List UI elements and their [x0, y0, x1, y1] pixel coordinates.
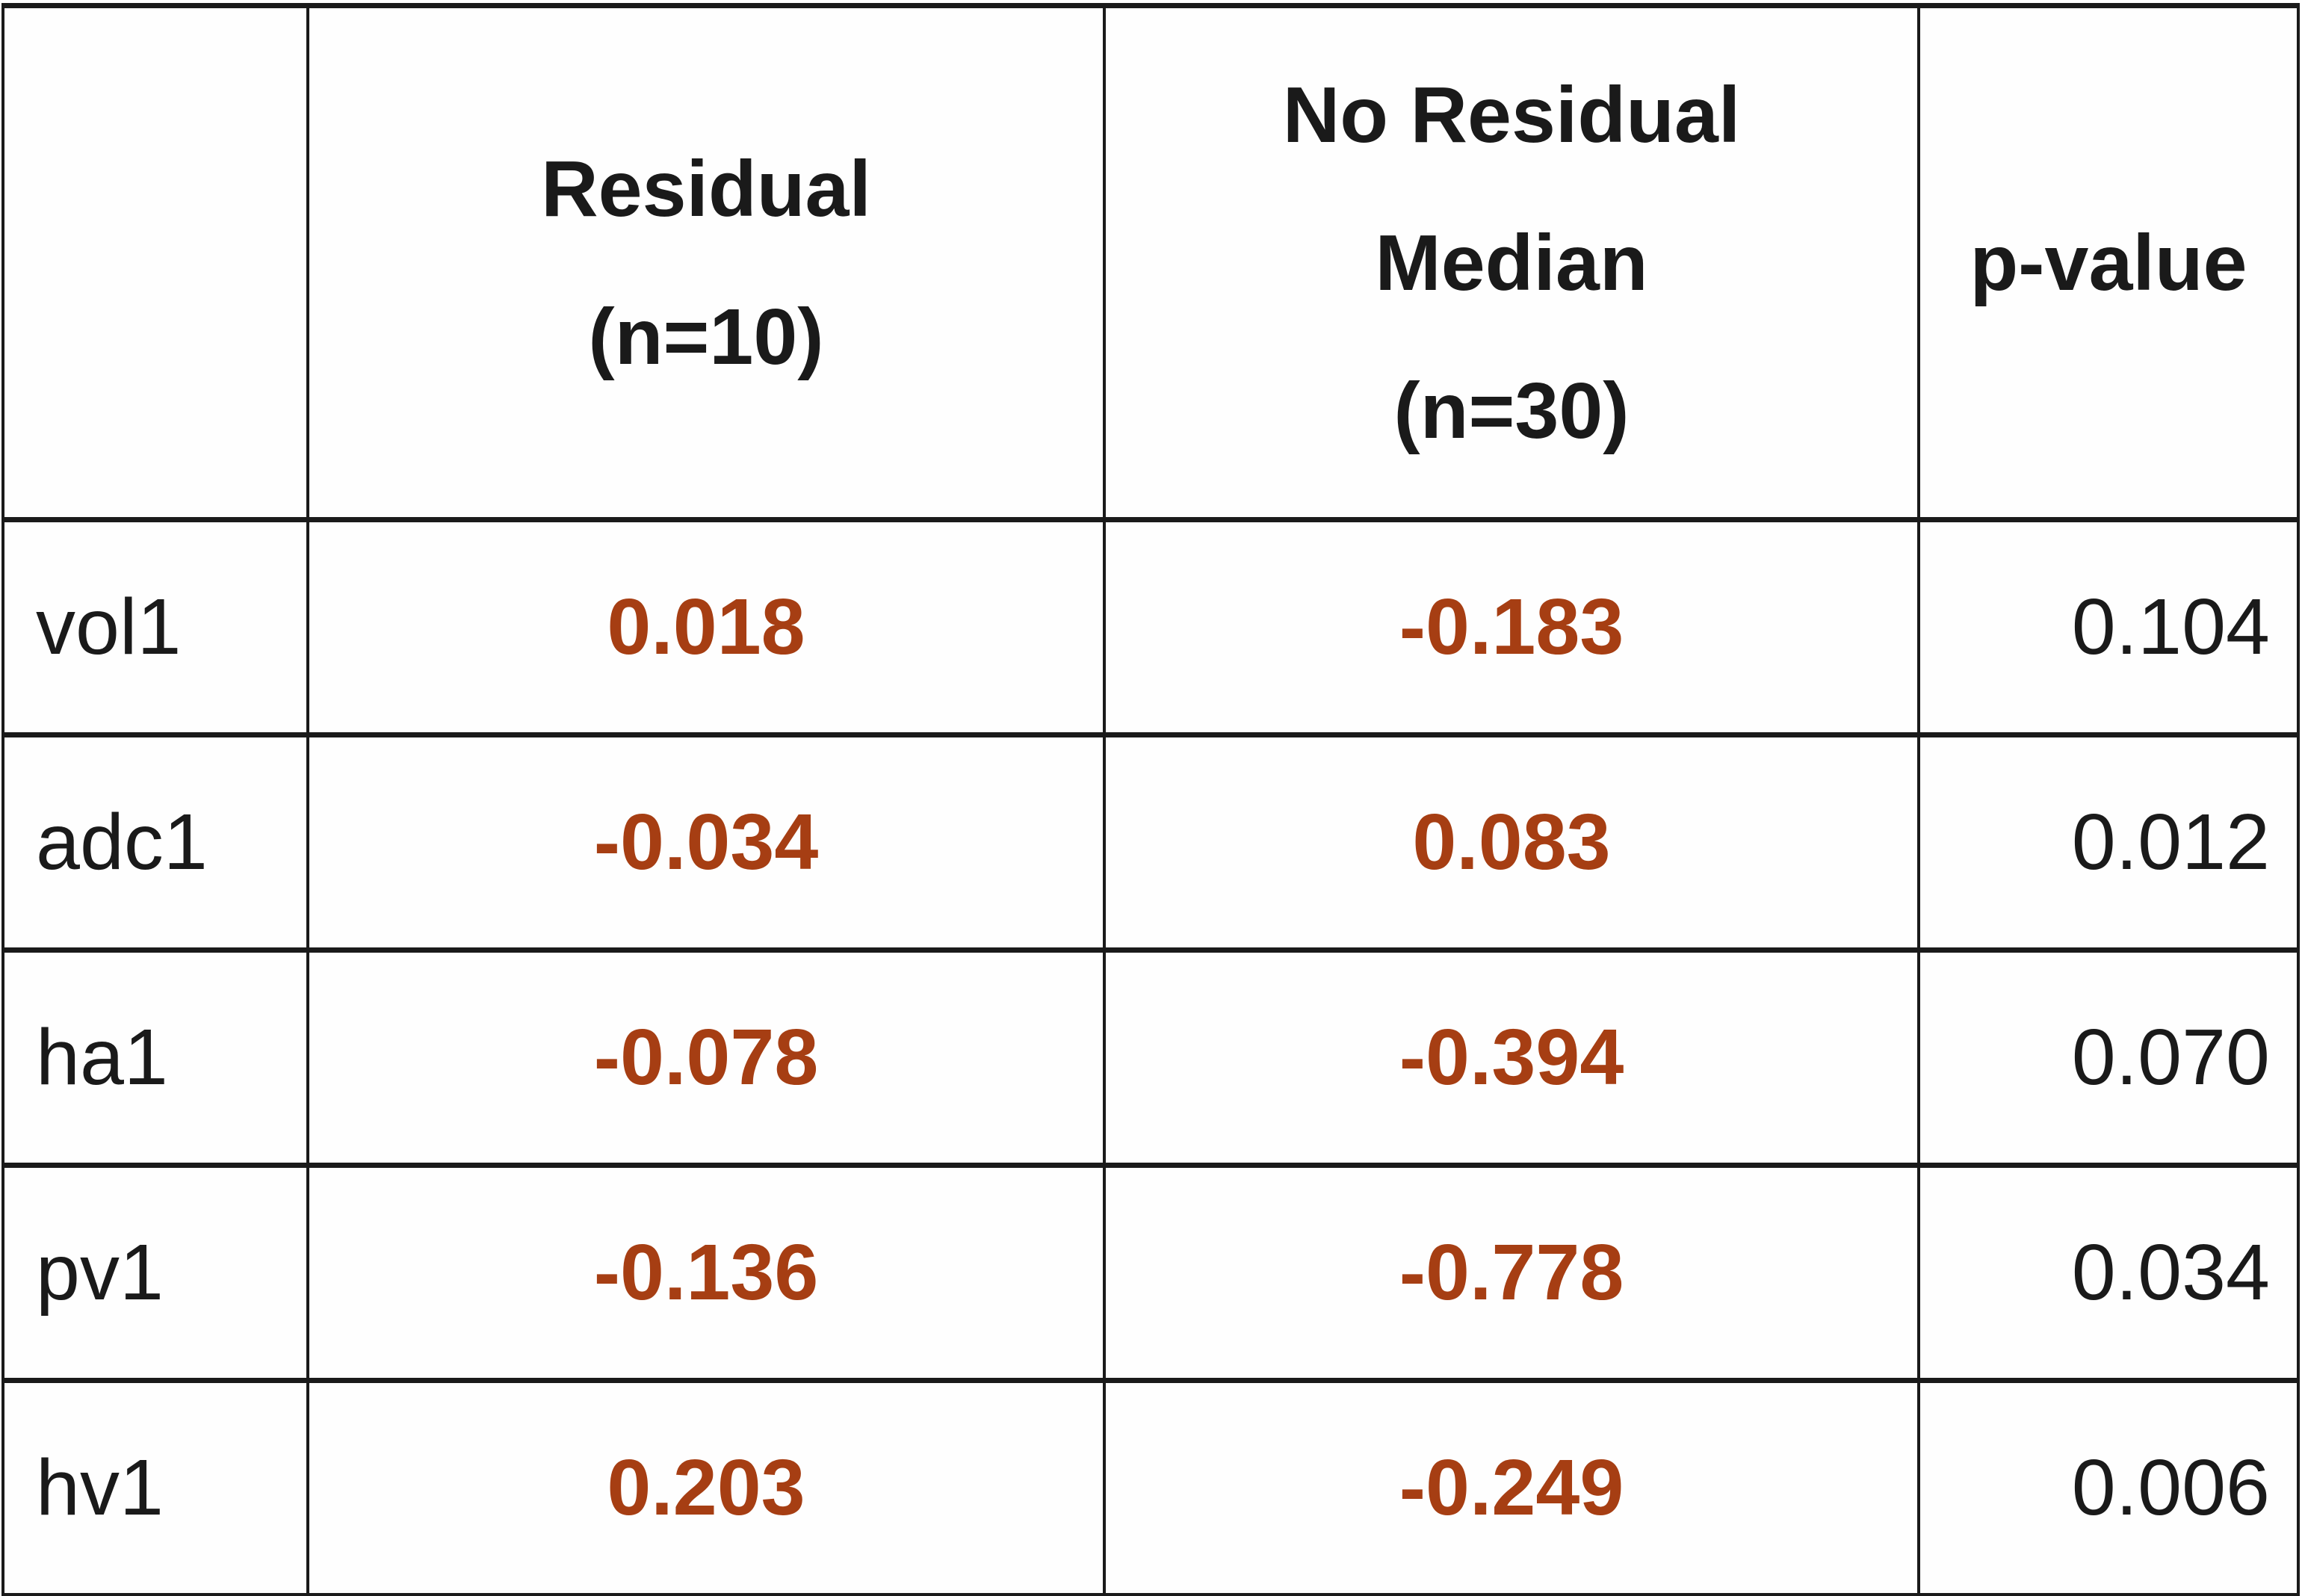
residual-value: 0.018	[306, 517, 1106, 737]
no-residual-value: -0.778	[1103, 1163, 1920, 1383]
table-row-adc1: adc1 -0.034 0.083 0.012	[1, 732, 2300, 953]
no-residual-value: 0.083	[1103, 732, 1920, 953]
table-row-hv1: hv1 0.203 -0.249 0.006	[1, 1378, 2300, 1596]
residual-value: -0.136	[306, 1163, 1106, 1383]
p-value: 0.104	[1917, 517, 2300, 737]
residual-value: -0.078	[306, 947, 1106, 1168]
no-residual-value: -0.249	[1103, 1378, 1920, 1596]
header-line: p-value	[1970, 218, 2247, 307]
table-row-vol1: vol1 0.018 -0.183 0.104	[1, 517, 2300, 737]
no-residual-value: -0.183	[1103, 517, 1920, 737]
header-cell-p-value: p-value	[1917, 3, 2300, 522]
row-label: pv1	[1, 1163, 309, 1383]
header-line: Median	[1375, 218, 1648, 307]
header-cell-residual: Residual (n=10)	[306, 3, 1106, 522]
results-table: Residual (n=10) No Residual Median (n=30…	[1, 3, 2300, 1596]
header-line: No Residual	[1282, 70, 1741, 159]
header-line: (n=30)	[1393, 366, 1630, 455]
p-value: 0.070	[1917, 947, 2300, 1168]
residual-value: 0.203	[306, 1378, 1106, 1596]
p-value: 0.006	[1917, 1378, 2300, 1596]
table-row-pv1: pv1 -0.136 -0.778 0.034	[1, 1163, 2300, 1383]
table-row-ha1: ha1 -0.078 -0.394 0.070	[1, 947, 2300, 1168]
row-label: adc1	[1, 732, 309, 953]
header-cell-corner	[1, 3, 309, 522]
row-label: hv1	[1, 1378, 309, 1596]
header-row: Residual (n=10) No Residual Median (n=30…	[1, 3, 2300, 522]
header-line: (n=10)	[588, 292, 824, 381]
p-value: 0.034	[1917, 1163, 2300, 1383]
row-label: ha1	[1, 947, 309, 1168]
header-cell-no-residual-median: No Residual Median (n=30)	[1103, 3, 1920, 522]
row-label: vol1	[1, 517, 309, 737]
no-residual-value: -0.394	[1103, 947, 1920, 1168]
header-line: Residual	[541, 144, 871, 233]
p-value: 0.012	[1917, 732, 2300, 953]
residual-value: -0.034	[306, 732, 1106, 953]
